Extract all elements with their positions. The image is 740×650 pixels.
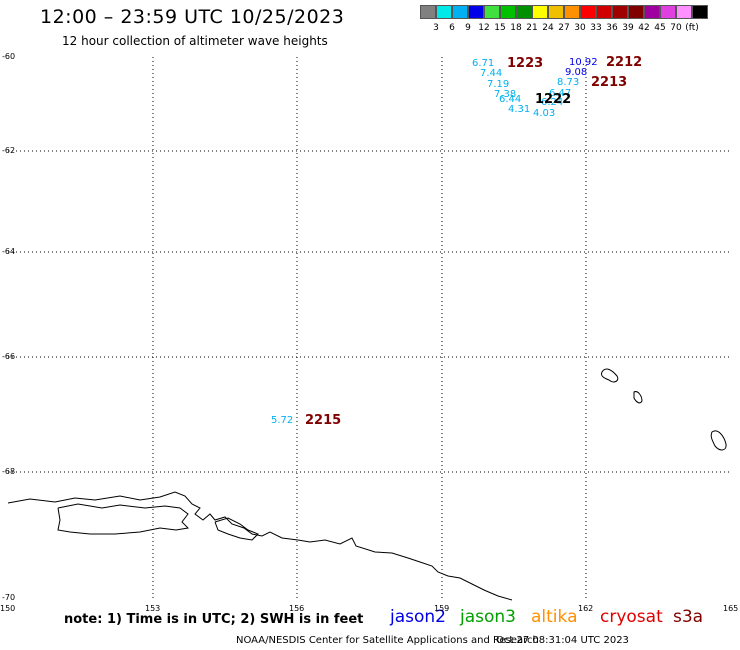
map-title: 12:00 – 23:59 UTC 10/25/2023 bbox=[40, 6, 345, 28]
pass-time-label: 2212 bbox=[606, 55, 643, 70]
satellite-label-cryosat: cryosat bbox=[600, 607, 663, 627]
wave-height-label: 4.03 bbox=[533, 108, 556, 119]
legend-swatch bbox=[548, 5, 564, 19]
wave-height-label: 6.44 bbox=[499, 94, 522, 105]
legend-label: 70 bbox=[670, 23, 682, 33]
legend-swatch bbox=[580, 5, 596, 19]
antarctic-coastline bbox=[7, 491, 513, 601]
legend-swatch bbox=[660, 5, 676, 19]
wave-height-label: 6.71 bbox=[472, 58, 495, 69]
legend-label: 33 bbox=[590, 23, 602, 33]
legend-label: 3 bbox=[433, 23, 439, 33]
legend-swatch bbox=[596, 5, 612, 19]
longitude-tick: 159 bbox=[434, 604, 450, 613]
longitude-tick: 153 bbox=[145, 604, 161, 613]
legend-label: 24 bbox=[542, 23, 554, 33]
wave-height-label: 7.38 bbox=[494, 89, 517, 100]
latitude-tick: -60 bbox=[2, 52, 16, 61]
pass-time-label: 1222 bbox=[535, 92, 572, 107]
island-b bbox=[633, 391, 643, 404]
satellite-label-jason2: jason2 bbox=[390, 607, 446, 627]
map-subtitle: 12 hour collection of altimeter wave hei… bbox=[62, 34, 328, 48]
legend-label: 36 bbox=[606, 23, 618, 33]
pass-time-label: 2215 bbox=[305, 413, 342, 428]
legend-swatch bbox=[644, 5, 660, 19]
legend-swatch bbox=[468, 5, 484, 19]
legend-swatch bbox=[500, 5, 516, 19]
wave-height-label: 9.08 bbox=[565, 67, 588, 78]
longitude-tick: 156 bbox=[289, 604, 305, 613]
legend-swatch bbox=[452, 5, 468, 19]
units-note: note: 1) Time is in UTC; 2) SWH is in fe… bbox=[64, 612, 364, 627]
longitude-tick: 150 bbox=[0, 604, 16, 613]
legend-swatch bbox=[676, 5, 692, 19]
ice-tongue-outline bbox=[214, 517, 259, 541]
credit-text: NOAA/NESDIS Center for Satellite Applica… bbox=[236, 635, 539, 646]
legend-label: (ft) bbox=[685, 23, 699, 33]
legend-label: 9 bbox=[465, 23, 471, 33]
pass-time-label: 2213 bbox=[591, 75, 628, 90]
legend-swatch bbox=[564, 5, 580, 19]
wave-height-label: 5.72 bbox=[271, 415, 294, 426]
legend-swatch bbox=[612, 5, 628, 19]
legend-swatch bbox=[484, 5, 500, 19]
legend-label: 18 bbox=[510, 23, 522, 33]
island-c bbox=[710, 430, 727, 451]
legend-label: 39 bbox=[622, 23, 634, 33]
legend-label: 45 bbox=[654, 23, 666, 33]
legend-label: 12 bbox=[478, 23, 490, 33]
latitude-tick: -64 bbox=[2, 247, 16, 256]
legend-label: 6 bbox=[449, 23, 455, 33]
legend-swatch bbox=[532, 5, 548, 19]
latitude-tick: -62 bbox=[2, 146, 16, 155]
legend-swatch bbox=[516, 5, 532, 19]
pass-time-label: 1223 bbox=[507, 56, 544, 71]
latitude-tick: -66 bbox=[2, 352, 16, 361]
latitude-tick: -70 bbox=[2, 593, 16, 602]
legend-swatch bbox=[692, 5, 708, 19]
longitude-tick: 162 bbox=[578, 604, 594, 613]
legend-swatch bbox=[436, 5, 452, 19]
wave-height-label: 6.24 bbox=[541, 97, 564, 108]
island-a bbox=[601, 368, 619, 383]
wave-height-label: 4.31 bbox=[508, 104, 531, 115]
wave-height-label: 8.73 bbox=[557, 77, 580, 88]
wave-height-label: 6.47 bbox=[549, 88, 572, 99]
wave-height-label: 7.19 bbox=[487, 79, 510, 90]
wave-height-label: 7.44 bbox=[480, 68, 503, 79]
legend-label: 15 bbox=[494, 23, 506, 33]
lat-lon-grid bbox=[8, 57, 731, 598]
longitude-tick: 165 bbox=[723, 604, 739, 613]
satellite-label-jason3: jason3 bbox=[460, 607, 516, 627]
ice-shelf-outline bbox=[57, 503, 190, 535]
satellite-label-s3a: s3a bbox=[673, 607, 704, 627]
legend-label: 30 bbox=[574, 23, 586, 33]
satellite-label-altika: altika bbox=[531, 607, 578, 627]
map-frame bbox=[8, 57, 731, 598]
latitude-tick: -68 bbox=[2, 467, 16, 476]
legend-swatch bbox=[628, 5, 644, 19]
legend-swatch bbox=[420, 5, 436, 19]
legend-label: 42 bbox=[638, 23, 650, 33]
legend-label: 27 bbox=[558, 23, 570, 33]
generated-timestamp: Oct 27 08:31:04 UTC 2023 bbox=[496, 635, 629, 646]
legend-label: 21 bbox=[526, 23, 538, 33]
wave-height-label: 10.92 bbox=[569, 57, 598, 68]
